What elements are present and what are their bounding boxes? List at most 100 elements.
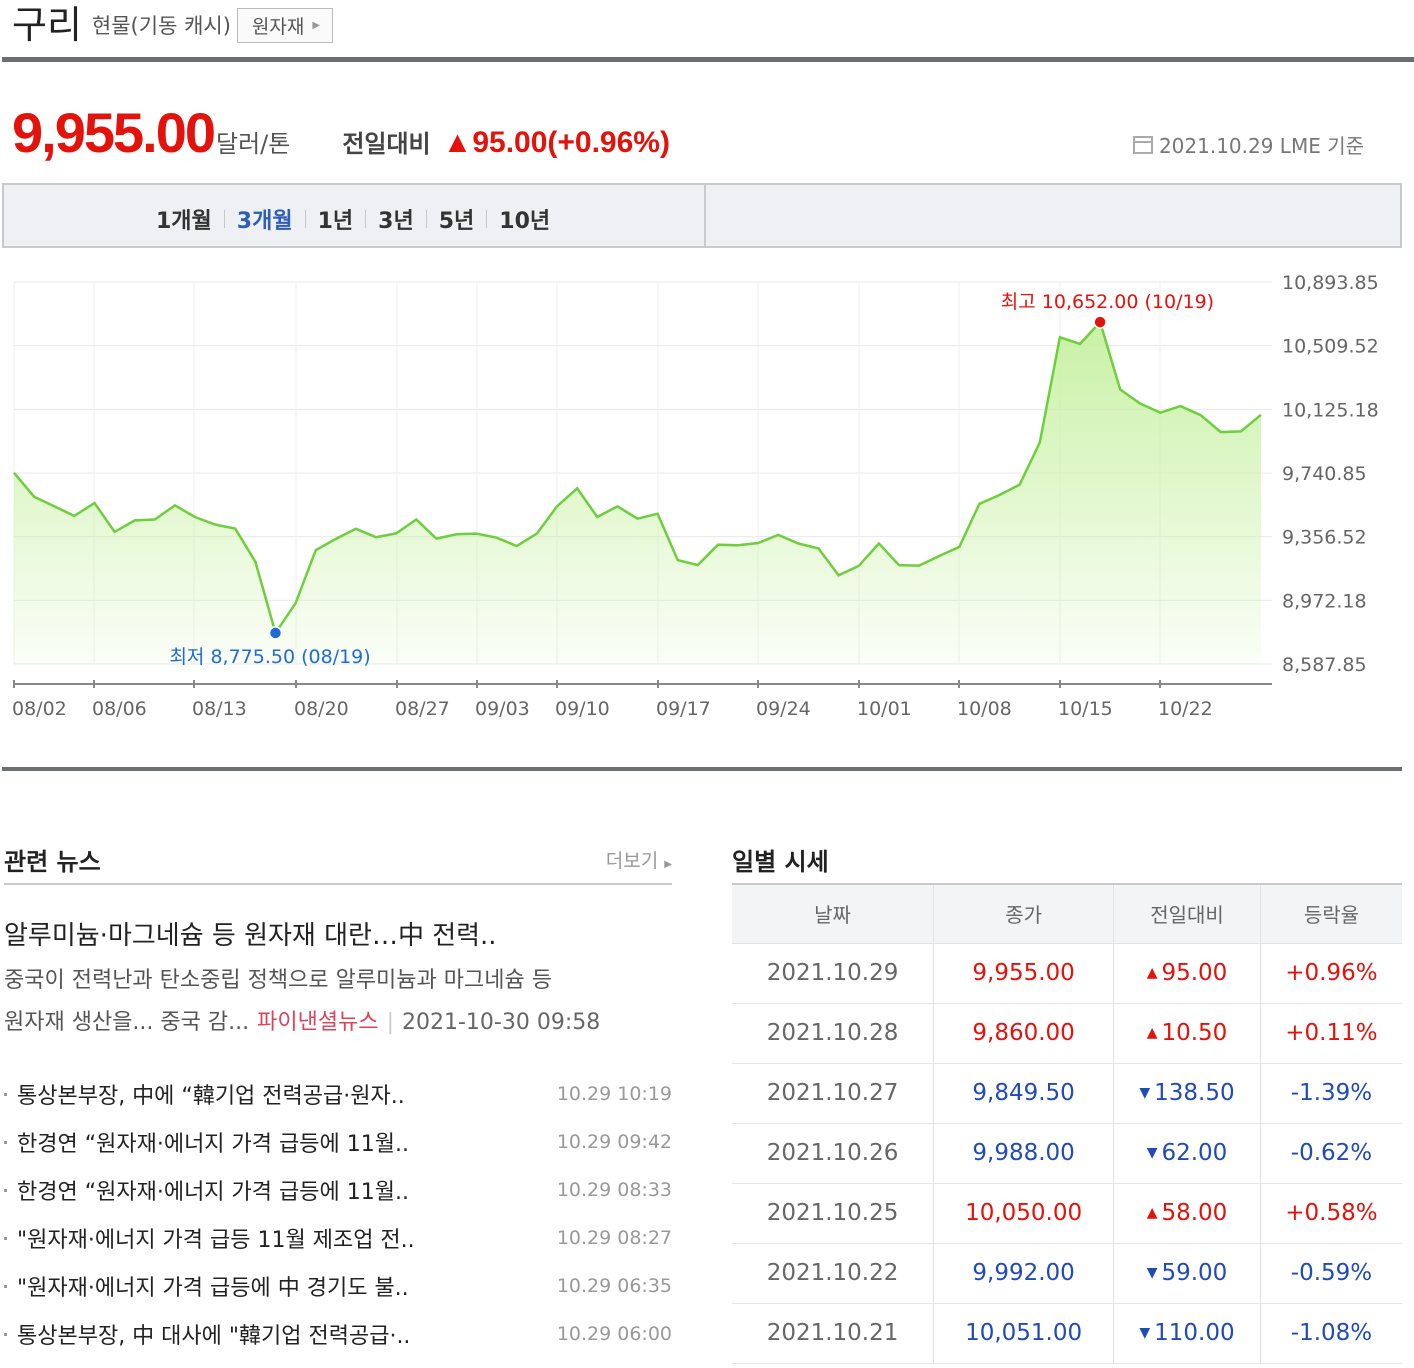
price-line [13,319,1262,636]
cell-change-value: 58.00 [1161,1200,1228,1226]
cell-change-value: 10.50 [1161,1020,1228,1046]
cell-rate: -1.08% [1259,1303,1402,1364]
daily-title: 일별 시세 [732,847,829,876]
separator: | [386,1010,394,1035]
cell-rate: -0.59% [1259,1243,1402,1304]
cell-date: 2021.10.28 [732,1003,934,1064]
daily-prices: 일별 시세 날짜 종가 전일대비 등락율 2021.10.29 9,955.00 ▲ 95.… [732,835,1402,1364]
cell-close: 9,992.00 [933,1243,1114,1304]
cell-close: 9,955.00 [933,943,1114,1004]
news-time: 10.29 09:42 [556,1131,672,1153]
table-body: 2021.10.29 9,955.00 ▲ 95.00 +0.96% 2021.10.28… [732,943,1402,1364]
top-news-summary: 중국이 전력난과 탄소중립 정책으로 알루미늄과 마그네슘 등 원자재 생산을.… [4,960,672,1044]
table-row: 2021.10.21 10,051.00 ▼ 110.00 -1.08% [732,1303,1402,1364]
y-tick-label: 10,509.52 [1282,336,1379,358]
cell-change: ▼ 62.00 [1113,1123,1261,1184]
tab-separator [304,210,306,228]
x-tick-label: 08/02 [12,698,67,720]
news-time: 10.29 10:19 [556,1083,672,1105]
change-value: ▲95.00(+0.96%) [442,126,670,159]
table-row: 2021.10.29 9,955.00 ▲ 95.00 +0.96% [732,943,1402,1004]
daily-header: 일별 시세 [732,835,1402,885]
period-bar-divider [704,185,706,246]
news-list: 통상본부장, 中에 “韓기업 전력공급·원자.. 10.29 10:19 한경연 “… [4,1070,672,1358]
news-source[interactable]: 파이낸셜뉴스 [257,1010,379,1035]
x-tick-label: 09/10 [555,698,610,720]
arrow-down-icon: ▼ [1139,1325,1151,1341]
x-tick-label: 10/22 [1158,698,1213,720]
summary-line-1: 중국이 전력난과 탄소중립 정책으로 알루미늄과 마그네슘 등 [4,968,552,993]
news-list-item: 한경연 “원자재·에너지 가격 급등에 11월.. 10.29 08:33 [4,1166,672,1214]
cell-change-value: 110.00 [1154,1320,1235,1346]
cell-change: ▼ 110.00 [1113,1303,1261,1364]
tab-period-0[interactable]: 1개월 [156,209,212,234]
max-point [1093,315,1107,329]
news-link[interactable]: "원자재·에너지 가격 급등에 中 경기도 불.. [4,1270,409,1302]
table-row: 2021.10.22 9,992.00 ▼ 59.00 -0.59% [732,1243,1402,1304]
related-news: 관련 뉴스 더보기 ▶ 알루미늄·마그네슘 등 원자재 대란…中 전력.. 중국… [4,835,672,1358]
section-divider [2,767,1402,771]
news-list-item: 한경연 “원자재·에너지 가격 급등에 11월.. 10.29 09:42 [4,1118,672,1166]
tab-period-4[interactable]: 5년 [438,209,475,234]
price-chart: 10,893.85 10,509.52 10,125.18 9,740.85 9,356… [12,272,1379,720]
cell-close: 10,050.00 [933,1183,1114,1244]
x-tick-label: 08/13 [192,698,247,720]
news-link[interactable]: "원자재·에너지 가격 급등 11월 제조업 전.. [4,1222,415,1254]
top-news-headline[interactable]: 알루미늄·마그네슘 등 원자재 대란…中 전력.. [4,921,497,951]
page-title: 구리 [12,3,82,47]
cell-close: 9,849.50 [933,1063,1114,1124]
x-tick-label: 10/01 [857,698,912,720]
cell-rate: +0.11% [1259,1003,1402,1064]
news-link[interactable]: 한경연 “원자재·에너지 가격 급등에 11월.. [4,1174,409,1206]
news-list-item: "원자재·에너지 가격 급등 11월 제조업 전.. 10.29 08:27 [4,1214,672,1262]
min-label: 최저 8,775.50 (08/19) [169,646,370,668]
cell-date: 2021.10.26 [732,1123,934,1184]
tab-period-2[interactable]: 1년 [317,209,354,234]
more-link[interactable]: 더보기 ▶ [606,846,672,873]
period-tabs: 1개월 3개월 1년 3년 5년 10년 [144,203,562,235]
news-link[interactable]: 통상본부장, 中에 “韓기업 전력공급·원자.. [4,1078,405,1110]
news-time: 10.29 06:35 [556,1275,672,1297]
price-basis-text: 2021.10.29 LME 기준 [1158,134,1364,158]
category-button[interactable]: 원자재 ▶ [236,7,334,43]
column-header: 전일대비 [1113,885,1261,944]
cell-change: ▲ 58.00 [1113,1183,1261,1244]
max-label: 최고 10,652.00 (10/19) [1001,291,1214,313]
cell-close: 9,860.00 [933,1003,1114,1064]
y-tick-label: 10,893.85 [1282,272,1379,294]
arrow-down-icon: ▼ [1146,1265,1158,1281]
tab-period-3[interactable]: 3년 [378,209,414,234]
cell-date: 2021.10.25 [732,1183,934,1244]
more-link-label: 더보기 [605,849,659,872]
cell-change: ▼ 138.50 [1113,1063,1261,1124]
arrow-up-icon: ▲ [1146,1205,1158,1221]
tab-period-5[interactable]: 10년 [499,209,551,234]
cell-close: 9,988.00 [933,1123,1114,1184]
y-tick-label: 8,587.85 [1282,654,1367,676]
table-row: 2021.10.27 9,849.50 ▼ 138.50 -1.39% [732,1063,1402,1124]
x-tick-label: 10/08 [957,698,1012,720]
header-divider [2,57,1414,62]
table-header-row: 날짜 종가 전일대비 등락율 [732,885,1402,944]
arrow-down-icon: ▼ [1139,1085,1151,1101]
y-tick-label: 8,972.18 [1282,590,1367,612]
calendar-icon [1132,135,1153,154]
news-link[interactable]: 통상본부장, 中 대사에 "韓기업 전력공급·.. [4,1318,410,1350]
news-link[interactable]: 한경연 “원자재·에너지 가격 급등에 11월.. [4,1126,409,1158]
cell-change-value: 138.50 [1154,1080,1235,1106]
cell-change: ▲ 10.50 [1113,1003,1261,1064]
current-price: 9,955.00 [12,101,216,164]
cell-change-value: 95.00 [1161,960,1228,986]
news-title: 관련 뉴스 [4,847,101,876]
cell-date: 2021.10.22 [732,1243,934,1304]
tab-period-1[interactable]: 3개월 [236,209,293,234]
cell-date: 2021.10.21 [732,1303,934,1364]
x-tick-label: 10/15 [1058,698,1113,720]
cell-change-value: 59.00 [1161,1260,1228,1286]
table-row: 2021.10.25 10,050.00 ▲ 58.00 +0.58% [732,1183,1402,1244]
arrow-down-icon: ▼ [1146,1145,1158,1161]
y-tick-label: 9,740.85 [1282,463,1367,485]
period-tab-bar: 1개월 3개월 1년 3년 5년 10년 [2,183,1402,248]
news-header: 관련 뉴스 더보기 ▶ [4,835,672,885]
price-unit: 달러/톤 [215,130,291,158]
